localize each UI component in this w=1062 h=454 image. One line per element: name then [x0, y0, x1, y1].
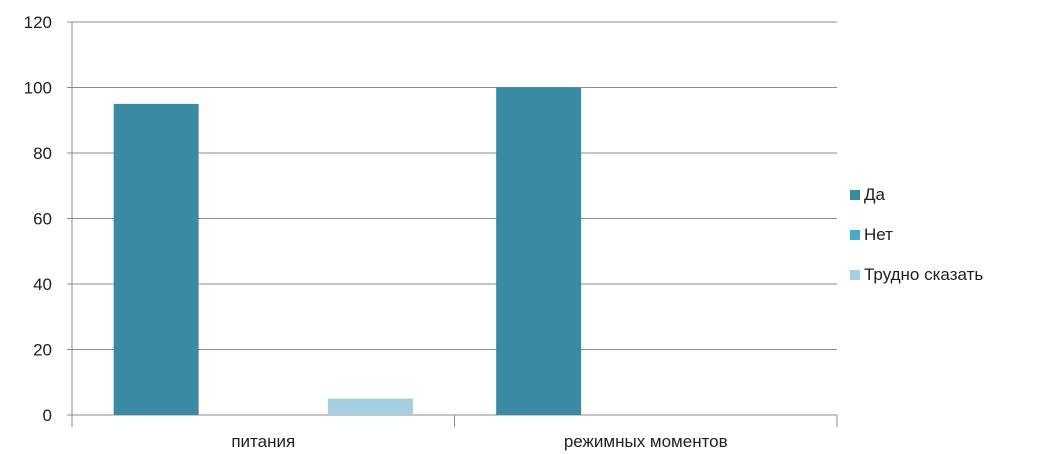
- y-tick-label: 120: [24, 13, 52, 32]
- bar: [113, 103, 199, 415]
- y-tick-label: 100: [24, 79, 52, 98]
- y-tick-label: 40: [33, 275, 52, 294]
- legend-swatch-yes: [850, 189, 860, 200]
- bars: [113, 87, 582, 415]
- legend-swatch-no: [850, 229, 860, 240]
- y-tick-label: 20: [33, 341, 52, 360]
- legend-label-hard-to-say: Трудно сказать: [864, 264, 984, 284]
- legend-label-yes: Да: [864, 184, 885, 204]
- bar: [327, 398, 413, 415]
- legend-item-yes: Да: [850, 184, 983, 205]
- legend-item-hard-to-say: Трудно сказать: [850, 264, 983, 285]
- legend-label-no: Нет: [864, 224, 893, 244]
- y-tick-label: 80: [33, 144, 52, 163]
- x-category-label: питания: [231, 432, 295, 451]
- y-tick-label: 0: [43, 406, 52, 425]
- legend: Да Нет Трудно сказать: [850, 184, 983, 304]
- legend-item-no: Нет: [850, 224, 983, 245]
- labels: 0 20 40 60 80 100 120 питания режимных моментов: [24, 13, 728, 451]
- bar: [496, 87, 582, 415]
- axes: [67, 21, 838, 427]
- x-category-label: режимных моментов: [564, 432, 728, 451]
- gridlines: [72, 21, 837, 350]
- y-tick-label: 60: [33, 210, 52, 229]
- legend-swatch-hard-to-say: [850, 269, 860, 280]
